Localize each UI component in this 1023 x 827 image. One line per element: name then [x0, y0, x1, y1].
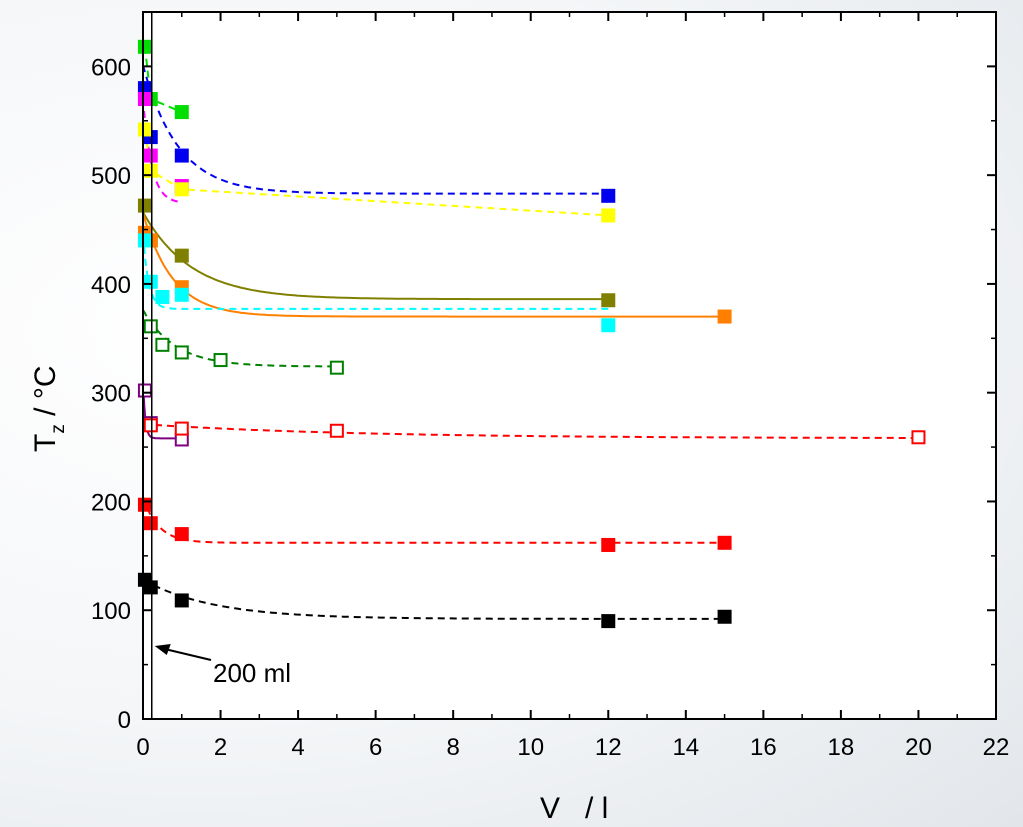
- fit-curve: [143, 234, 609, 310]
- data-point: [329, 360, 344, 375]
- data-point: [137, 39, 152, 54]
- y-axis-unit: / °C: [29, 366, 62, 425]
- data-point: [137, 497, 152, 512]
- x-tick-label: 8: [447, 734, 460, 761]
- x-tick-label: 16: [750, 734, 777, 761]
- data-point: [137, 198, 152, 213]
- y-axis-subscript: z: [48, 424, 69, 434]
- x-tick-label: 22: [983, 734, 1010, 761]
- data-point: [213, 353, 228, 368]
- fit-curve: [143, 496, 725, 544]
- y-tick-label: 400: [91, 272, 131, 299]
- data-point: [137, 122, 152, 137]
- data-point: [174, 593, 189, 608]
- x-tick-label: 10: [517, 734, 544, 761]
- x-tick-label: 20: [905, 734, 932, 761]
- y-axis-symbol: T: [29, 434, 62, 452]
- data-point: [174, 182, 189, 197]
- y-tick-label: 300: [91, 381, 131, 408]
- data-point: [174, 287, 189, 302]
- annotation-arrow: [164, 648, 212, 661]
- data-point: [137, 233, 152, 248]
- data-point: [174, 421, 189, 436]
- data-point: [174, 148, 189, 163]
- data-point: [329, 423, 344, 438]
- y-axis-title: Tz / °C: [29, 366, 69, 453]
- data-point: [143, 418, 158, 433]
- annotation-label: 200 ml: [213, 658, 291, 688]
- data-point: [143, 580, 158, 595]
- svg-text:Tz / °C: Tz / °C: [29, 366, 69, 453]
- data-point: [717, 609, 732, 624]
- fit-curve: [143, 578, 725, 620]
- data-point: [143, 274, 158, 289]
- y-tick-label: 500: [91, 163, 131, 190]
- data-point: [717, 309, 732, 324]
- data-point: [137, 81, 152, 96]
- x-tick-label: 0: [136, 734, 149, 761]
- data-point: [174, 527, 189, 542]
- data-point: [174, 248, 189, 263]
- fit-curve: [143, 98, 183, 204]
- y-tick-label: 600: [91, 54, 131, 81]
- data-point: [143, 148, 158, 163]
- series-line: [143, 129, 609, 217]
- data-point: [601, 208, 616, 223]
- x-tick-label: 18: [828, 734, 855, 761]
- data-point: [137, 383, 152, 398]
- fit-curve: [143, 211, 609, 301]
- y-tick-label: 0: [118, 707, 131, 734]
- x-tick-label: 12: [595, 734, 622, 761]
- x-tick-label: 4: [291, 734, 304, 761]
- fit-curve: [143, 212, 725, 318]
- data-point: [137, 92, 152, 107]
- plot-frame: [142, 11, 997, 720]
- data-point: [717, 535, 732, 550]
- data-point: [174, 345, 189, 360]
- data-point: [174, 105, 189, 120]
- data-point: [601, 614, 616, 629]
- data-point: [143, 319, 158, 334]
- fit-curve: [143, 423, 919, 439]
- data-point: [601, 188, 616, 203]
- data-point: [155, 289, 170, 304]
- x-tick-label: 14: [672, 734, 699, 761]
- data-point: [601, 293, 616, 308]
- x-axis-title: V / l: [540, 792, 608, 825]
- x-tick-label: 6: [369, 734, 382, 761]
- data-point: [601, 537, 616, 552]
- data-point: [601, 318, 616, 333]
- data-point: [155, 337, 170, 352]
- data-point: [143, 516, 158, 531]
- y-tick-label: 100: [91, 598, 131, 625]
- data-point: [911, 430, 926, 445]
- x-tick-label: 2: [214, 734, 227, 761]
- y-tick-label: 200: [91, 489, 131, 516]
- arrow-head-icon: [154, 644, 171, 655]
